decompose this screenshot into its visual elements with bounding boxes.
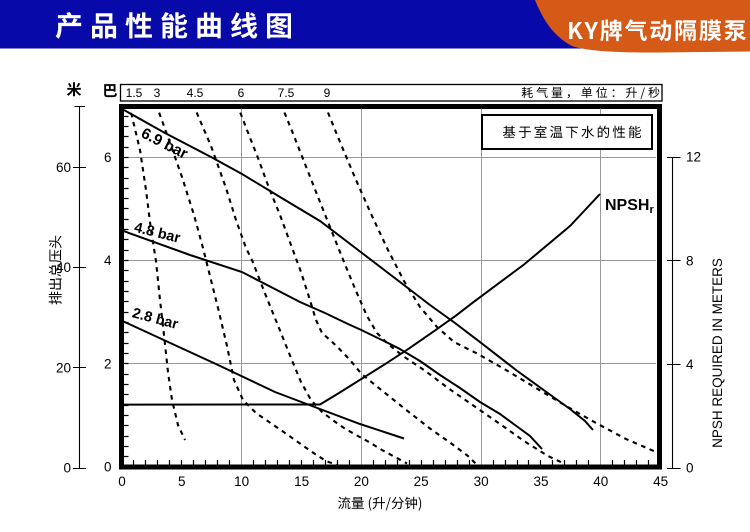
svg-text:0: 0: [63, 461, 71, 476]
svg-text:NPSHr: NPSHr: [605, 197, 654, 216]
svg-text:2: 2: [104, 356, 112, 371]
svg-text:60: 60: [56, 160, 71, 175]
svg-text:NPSH REQUIRED IN METERS: NPSH REQUIRED IN METERS: [710, 258, 725, 448]
svg-text:8: 8: [686, 253, 694, 268]
svg-text:0: 0: [104, 460, 112, 475]
svg-text:9: 9: [324, 86, 331, 100]
svg-text:7.5: 7.5: [278, 86, 295, 100]
svg-text:15: 15: [294, 474, 309, 489]
svg-text:1.5: 1.5: [126, 86, 143, 100]
svg-text:35: 35: [533, 474, 548, 489]
svg-text:40: 40: [593, 474, 608, 489]
svg-text:4.5: 4.5: [187, 86, 204, 100]
svg-text:10: 10: [234, 474, 249, 489]
svg-text:12: 12: [686, 150, 701, 165]
svg-text:0: 0: [118, 474, 126, 489]
svg-text:4: 4: [104, 253, 112, 268]
svg-text:4: 4: [686, 357, 694, 372]
svg-text:30: 30: [474, 474, 489, 489]
svg-text:25: 25: [414, 474, 429, 489]
svg-text:20: 20: [354, 474, 369, 489]
svg-text:0: 0: [686, 461, 694, 476]
svg-text:6: 6: [238, 86, 245, 100]
svg-text:3: 3: [154, 86, 161, 100]
svg-text:5: 5: [178, 474, 186, 489]
svg-text:6: 6: [104, 150, 112, 165]
svg-text:20: 20: [56, 360, 71, 375]
svg-text:45: 45: [653, 474, 668, 489]
